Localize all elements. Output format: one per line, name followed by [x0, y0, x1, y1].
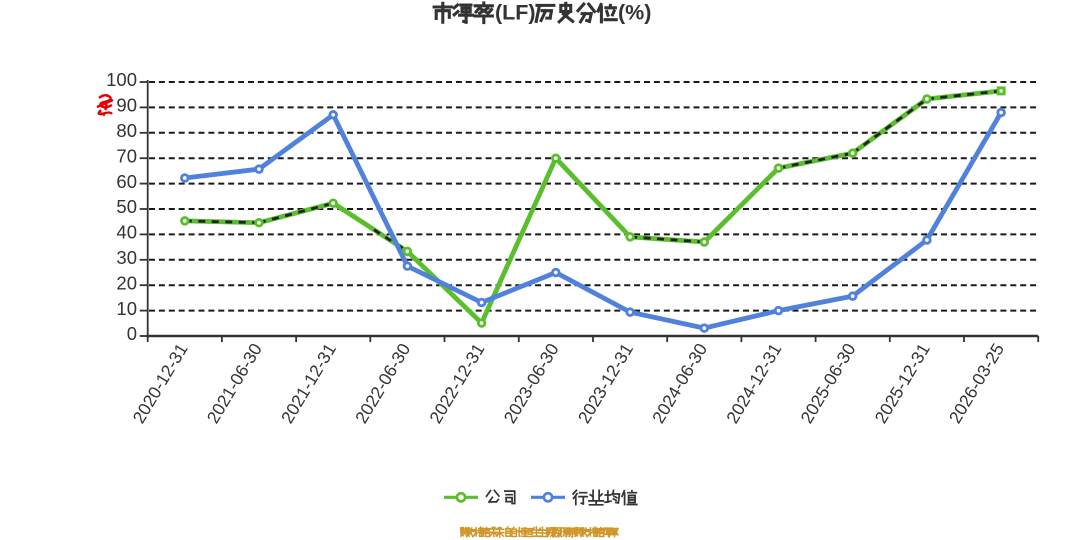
svg-text:100: 100 [106, 69, 137, 90]
svg-text:80: 80 [116, 120, 137, 141]
svg-text:20: 20 [116, 272, 137, 293]
svg-text:60: 60 [116, 171, 137, 192]
svg-text:(%): (%) [618, 0, 651, 24]
svg-text:70: 70 [116, 145, 137, 166]
svg-text:0: 0 [127, 323, 137, 344]
svg-text:(LF): (LF) [495, 0, 536, 24]
svg-text:30: 30 [116, 247, 137, 268]
svg-text:90: 90 [116, 95, 137, 116]
svg-text:50: 50 [116, 196, 137, 217]
svg-text:40: 40 [116, 222, 137, 243]
svg-text:10: 10 [116, 298, 137, 319]
